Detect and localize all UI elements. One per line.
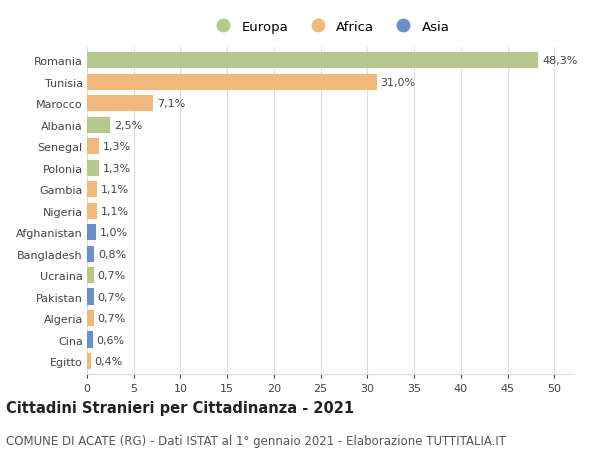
- Bar: [87, 268, 94, 284]
- Text: 31,0%: 31,0%: [380, 78, 416, 88]
- Text: 48,3%: 48,3%: [542, 56, 578, 66]
- Text: 0,4%: 0,4%: [94, 356, 123, 366]
- Bar: [87, 53, 538, 69]
- Bar: [87, 160, 99, 176]
- Bar: [87, 182, 97, 198]
- Bar: [87, 310, 94, 326]
- Bar: [87, 289, 94, 305]
- Bar: [87, 74, 377, 90]
- Text: 0,7%: 0,7%: [97, 313, 125, 323]
- Text: 0,7%: 0,7%: [97, 292, 125, 302]
- Text: 0,8%: 0,8%: [98, 249, 127, 259]
- Text: 1,3%: 1,3%: [103, 163, 131, 173]
- Text: COMUNE DI ACATE (RG) - Dati ISTAT al 1° gennaio 2021 - Elaborazione TUTTITALIA.I: COMUNE DI ACATE (RG) - Dati ISTAT al 1° …: [6, 435, 506, 448]
- Bar: [87, 332, 92, 348]
- Bar: [87, 353, 91, 369]
- Text: 0,7%: 0,7%: [97, 270, 125, 280]
- Text: Cittadini Stranieri per Cittadinanza - 2021: Cittadini Stranieri per Cittadinanza - 2…: [6, 400, 354, 415]
- Text: 1,3%: 1,3%: [103, 142, 131, 152]
- Legend: Europa, Africa, Asia: Europa, Africa, Asia: [205, 16, 455, 39]
- Text: 1,1%: 1,1%: [101, 185, 129, 195]
- Text: 0,6%: 0,6%: [97, 335, 124, 345]
- Bar: [87, 224, 97, 241]
- Text: 1,0%: 1,0%: [100, 228, 128, 238]
- Bar: [87, 139, 99, 155]
- Bar: [87, 96, 154, 112]
- Text: 2,5%: 2,5%: [114, 120, 142, 130]
- Text: 7,1%: 7,1%: [157, 99, 185, 109]
- Text: 1,1%: 1,1%: [101, 206, 129, 216]
- Bar: [87, 246, 94, 262]
- Bar: [87, 118, 110, 134]
- Bar: [87, 203, 97, 219]
